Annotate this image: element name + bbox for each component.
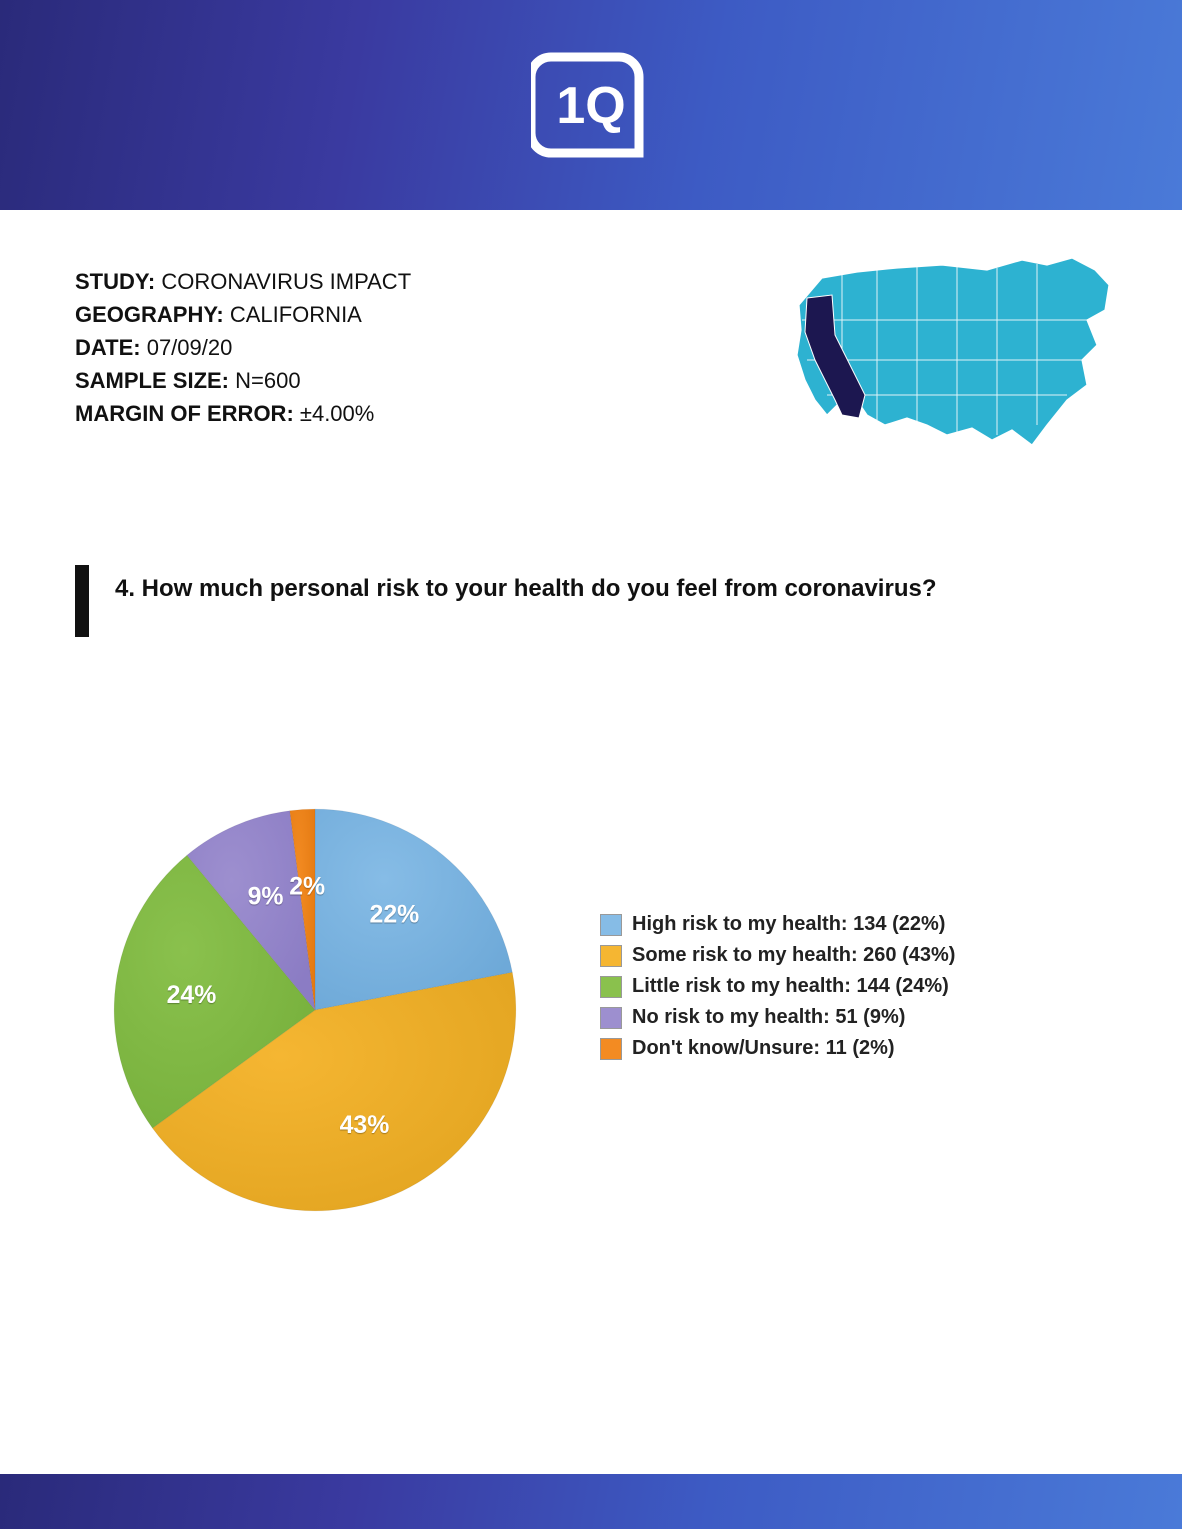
margin-of-error-value: ±4.00% [294, 401, 375, 426]
legend-swatch [600, 914, 622, 936]
legend-swatch [600, 1007, 622, 1029]
sample-size-value: N=600 [229, 368, 301, 393]
legend-text: No risk to my health: 51 (9%) [632, 1003, 905, 1032]
geography-value: CALIFORNIA [224, 302, 362, 327]
pie-chart: 22% 43% 24% 9%2% [95, 790, 535, 1230]
study-value: CORONAVIRUS IMPACT [155, 269, 411, 294]
date-label: DATE: [75, 335, 141, 360]
date-value: 07/09/20 [141, 335, 233, 360]
margin-of-error-label: MARGIN OF ERROR: [75, 401, 294, 426]
legend-swatch [600, 1038, 622, 1060]
header-band: 1Q [0, 0, 1182, 210]
chart-legend: High risk to my health: 134 (22%)Some ri… [600, 910, 955, 1065]
pie-slice-label: 9% [248, 882, 284, 910]
legend-swatch [600, 945, 622, 967]
legend-text: Little risk to my health: 144 (24%) [632, 972, 949, 1001]
footer-band [0, 1474, 1182, 1529]
legend-swatch [600, 976, 622, 998]
pie-slice-label: 24% [167, 981, 217, 1009]
sample-size-label: SAMPLE SIZE: [75, 368, 229, 393]
pie-slice-label: 2% [289, 872, 325, 900]
logo-1q: 1Q [531, 45, 651, 165]
pie-slice-label: 22% [370, 901, 420, 929]
logo-text: 1Q [556, 77, 625, 135]
legend-text: Some risk to my health: 260 (43%) [632, 941, 955, 970]
question-text: 4. How much personal risk to your health… [115, 565, 936, 603]
study-metadata: STUDY: CORONAVIRUS IMPACT GEOGRAPHY: CAL… [75, 265, 411, 430]
geography-label: GEOGRAPHY: [75, 302, 224, 327]
question-block: 4. How much personal risk to your health… [75, 565, 936, 637]
legend-row: Some risk to my health: 260 (43%) [600, 941, 955, 970]
pie-slice-label: 43% [340, 1111, 390, 1139]
us-map [787, 250, 1117, 465]
study-label: STUDY: [75, 269, 155, 294]
question-accent-bar [75, 565, 89, 637]
legend-text: Don't know/Unsure: 11 (2%) [632, 1034, 895, 1063]
legend-row: Don't know/Unsure: 11 (2%) [600, 1034, 955, 1063]
legend-text: High risk to my health: 134 (22%) [632, 910, 945, 939]
legend-row: Little risk to my health: 144 (24%) [600, 972, 955, 1001]
legend-row: No risk to my health: 51 (9%) [600, 1003, 955, 1032]
legend-row: High risk to my health: 134 (22%) [600, 910, 955, 939]
